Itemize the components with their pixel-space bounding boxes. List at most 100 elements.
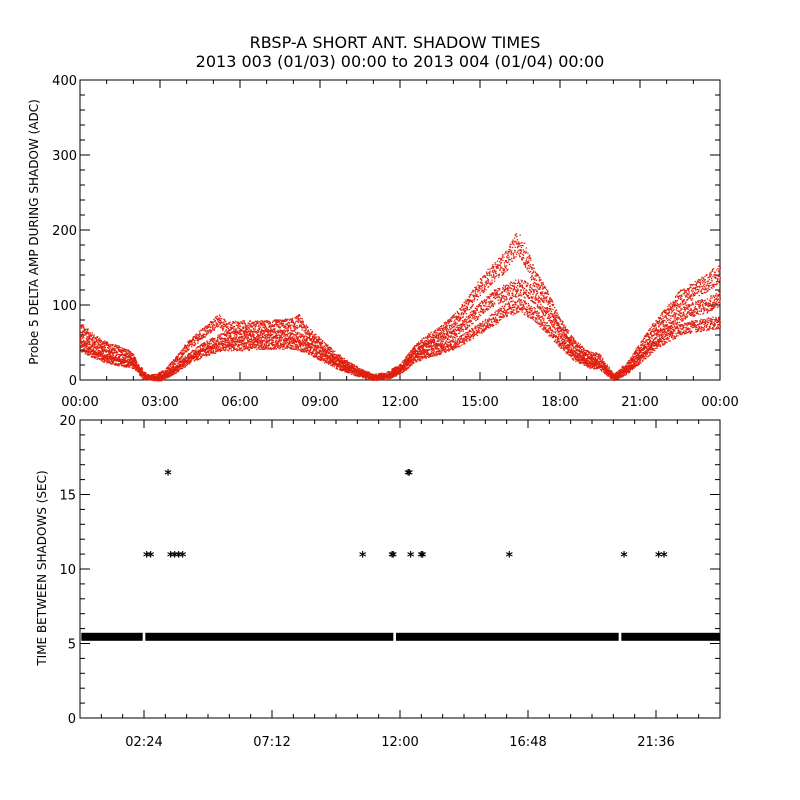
amp-point — [691, 291, 693, 293]
amp-point — [576, 344, 578, 346]
amp-point — [91, 343, 93, 345]
amp-point — [552, 304, 554, 306]
amp-point — [465, 305, 467, 308]
amp-point — [243, 321, 245, 323]
amp-point — [488, 282, 491, 285]
amp-point — [546, 299, 548, 301]
amp-point — [480, 282, 482, 285]
amp-point — [287, 329, 289, 331]
amp-point — [675, 309, 677, 311]
amp-point — [201, 338, 203, 340]
amp-point — [101, 345, 103, 347]
amp-point — [445, 321, 447, 323]
amp-point — [582, 351, 584, 353]
amp-point — [235, 328, 238, 330]
amp-point — [305, 333, 307, 335]
amp-point — [548, 299, 551, 301]
amp-point — [102, 340, 104, 343]
amp-point — [216, 323, 219, 325]
amp-point — [492, 264, 494, 266]
amp-point — [510, 243, 512, 246]
amp-point — [157, 374, 159, 376]
amp-point — [444, 328, 446, 331]
amp-point — [571, 339, 573, 341]
amp-point — [549, 297, 551, 299]
amp-point — [233, 330, 235, 332]
amp-point — [699, 279, 701, 281]
amp-point — [647, 339, 649, 341]
amp-point — [508, 261, 510, 263]
amp-point — [86, 333, 88, 335]
amp-point — [484, 276, 486, 278]
amp-point — [98, 339, 100, 342]
amp-point — [711, 280, 713, 282]
amp-point — [98, 347, 100, 349]
amp-point — [231, 327, 233, 329]
amp-point — [111, 351, 113, 353]
amp-point — [225, 324, 227, 326]
amp-point — [663, 311, 665, 313]
amp-point — [463, 308, 465, 311]
amp-point — [130, 354, 132, 356]
amp-point — [199, 346, 201, 348]
amp-point — [324, 349, 326, 351]
amp-point — [495, 266, 498, 269]
amp-point — [506, 257, 509, 259]
amp-point — [679, 305, 681, 307]
amp-point — [87, 332, 90, 334]
amp-point — [656, 320, 658, 322]
amp-point — [82, 324, 84, 326]
amp-point — [180, 352, 182, 355]
amp-point — [354, 365, 356, 367]
amp-point — [608, 367, 610, 369]
amp-point — [453, 325, 455, 327]
amp-point — [84, 329, 86, 331]
amp-point — [253, 321, 255, 324]
amp-point — [133, 358, 135, 360]
amp-point — [472, 294, 474, 296]
amp-point — [432, 334, 435, 337]
amp-point — [708, 278, 710, 281]
amp-point — [267, 331, 269, 334]
amp-point — [642, 338, 644, 341]
amp-point — [83, 326, 85, 328]
amp-point — [642, 346, 645, 348]
amp-point — [540, 279, 542, 281]
amp-point — [542, 286, 544, 288]
amp-point — [217, 317, 219, 320]
amp-point — [596, 352, 598, 354]
amp-point — [95, 337, 97, 339]
amp-point — [329, 347, 331, 349]
amp-point — [466, 299, 469, 301]
amp-point — [327, 348, 330, 351]
amp-point — [172, 365, 174, 367]
amp-point — [659, 322, 661, 324]
amp-point — [524, 263, 526, 266]
amp-point — [204, 345, 206, 347]
amp-point — [176, 356, 178, 358]
amp-point — [207, 326, 209, 329]
amp-point — [189, 340, 191, 343]
amp-point — [475, 287, 477, 289]
amp-point — [104, 343, 106, 345]
amp-point — [640, 342, 642, 344]
amp-point — [98, 343, 100, 345]
amp-point — [461, 306, 464, 308]
amp-point — [711, 287, 713, 289]
amp-point — [705, 288, 708, 290]
amp-point — [668, 311, 670, 314]
amp-point — [115, 344, 117, 346]
amp-point — [95, 338, 97, 340]
amp-point — [205, 334, 207, 336]
amp-point — [203, 333, 205, 335]
amp-point — [284, 323, 287, 326]
amp-point — [621, 369, 623, 371]
amp-point — [433, 332, 435, 334]
amp-point — [536, 273, 539, 275]
amp-point — [219, 323, 221, 325]
amp-point — [627, 360, 629, 362]
amp-point — [311, 330, 314, 332]
amp-point — [327, 344, 329, 346]
amp-point — [358, 369, 360, 371]
amp-point — [454, 322, 456, 324]
